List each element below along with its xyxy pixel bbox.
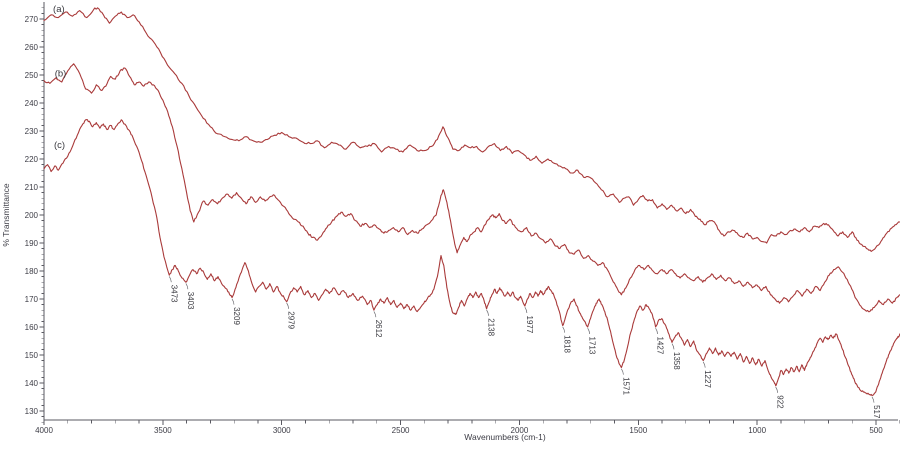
x-tick-label: 1500 [629, 426, 647, 435]
peak-leader-line [587, 328, 591, 335]
spectrum-curve-b [43, 63, 900, 313]
y-tick-label: 150 [25, 351, 39, 360]
y-tick-label: 260 [25, 43, 39, 52]
peak-annotation: 1358 [671, 343, 681, 370]
y-tick-label: 250 [25, 71, 39, 80]
peak-label: 922 [776, 395, 785, 409]
trace-label-a: (a) [53, 4, 65, 15]
peak-leader-line [655, 328, 658, 335]
peak-leader-line [169, 276, 172, 283]
peak-label: 3209 [232, 307, 241, 325]
peak-annotation: 1818 [562, 326, 572, 353]
peak-label: 2138 [487, 318, 496, 336]
peak-label: 2979 [287, 311, 296, 329]
series-labels: (a) (b) (c) [53, 4, 66, 151]
spectrum-curves [43, 7, 900, 397]
y-axis-title: % Transmittance [1, 183, 11, 247]
peak-annotation: 1977 [524, 307, 534, 334]
peak-label: 2612 [374, 320, 383, 338]
peak-annotation: 517 [871, 396, 881, 419]
peak-label: 1818 [563, 335, 572, 353]
peak-annotation: 3473 [169, 276, 178, 303]
peak-annotation: 1427 [655, 328, 665, 355]
peak-annotation: 1227 [702, 361, 712, 388]
peak-annotation: 1571 [621, 368, 630, 395]
peak-label: 3473 [169, 285, 178, 303]
peak-leader-line [562, 326, 566, 333]
peak-annotation: 922 [775, 386, 785, 409]
peak-annotation: 2612 [373, 311, 383, 338]
y-tick-label: 180 [25, 267, 39, 276]
peak-annotation: 3403 [185, 283, 195, 310]
peak-label: 1227 [703, 370, 712, 388]
spectrum-curve-a [43, 7, 900, 252]
peak-leader-line [231, 298, 235, 305]
y-tick-label: 130 [25, 407, 39, 416]
peak-leader-line [524, 307, 528, 314]
trace-label-b: (b) [55, 68, 67, 79]
x-tick-label: 3500 [154, 426, 172, 435]
peak-label: 517 [872, 405, 881, 419]
x-tick-label: 2500 [392, 426, 410, 435]
peak-annotations: 3473 3403 3209 2979 2612 2138 1977 1818 1713 1571… [169, 276, 881, 419]
peak-label: 1713 [588, 337, 597, 355]
peak-leader-line [671, 343, 675, 350]
y-tick-label: 210 [25, 183, 39, 192]
y-tick-label: 230 [25, 127, 39, 136]
x-axis-title: Wavenumbers (cm-1) [464, 432, 546, 442]
y-tick-label: 240 [25, 99, 39, 108]
peak-label: 1358 [672, 352, 681, 370]
spectrum-curve-c [43, 119, 900, 397]
peak-annotation: 2979 [286, 302, 296, 330]
y-tick-label: 140 [25, 379, 39, 388]
peak-leader-line [185, 283, 189, 290]
peak-leader-line [775, 386, 779, 393]
y-tick-label: 170 [25, 295, 39, 304]
peak-annotation: 1713 [587, 328, 597, 355]
peak-annotation: 3209 [231, 298, 241, 325]
x-tick-label: 3000 [273, 426, 291, 435]
peak-label: 3403 [186, 292, 195, 310]
x-tick-label: 1000 [748, 426, 766, 435]
x-tick-label: 2000 [511, 426, 529, 435]
x-tick-label: 4000 [35, 426, 53, 435]
y-tick-label: 270 [25, 15, 39, 24]
y-tick-label: 160 [25, 323, 39, 332]
y-tick-label: 190 [25, 239, 39, 248]
peak-leader-line [286, 302, 290, 309]
y-tick-label: 200 [25, 211, 39, 220]
trace-label-c: (c) [54, 140, 65, 151]
peak-label: 1977 [525, 316, 534, 334]
peak-leader-line [486, 309, 489, 316]
peak-annotation: 2138 [486, 309, 496, 337]
peak-label: 1427 [656, 337, 665, 355]
x-tick-label: 500 [869, 426, 883, 435]
peak-leader-line [373, 311, 377, 318]
axes: 270 260 250 240 230 220 210 200 190 180 170 160 150 1… [25, 2, 900, 435]
peak-label: 1571 [621, 377, 630, 395]
y-tick-label: 220 [25, 155, 39, 164]
peak-leader-line [621, 368, 624, 375]
peak-leader-line [702, 361, 706, 368]
peak-leader-line [871, 396, 875, 403]
